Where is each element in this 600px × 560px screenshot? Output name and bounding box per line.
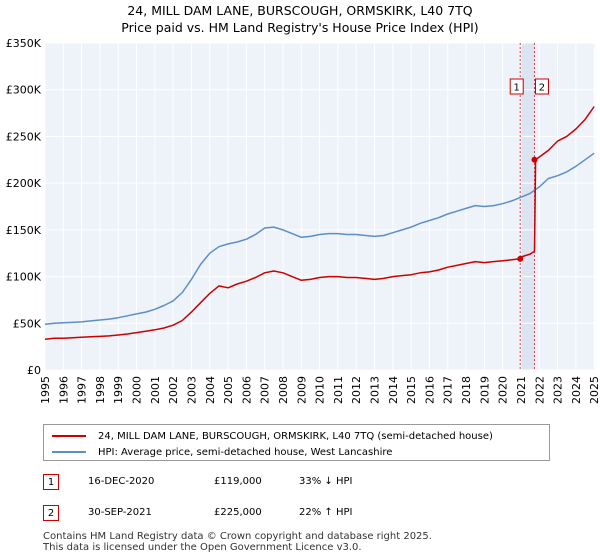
x-tick-label: 1998: [94, 376, 107, 404]
x-tick-label: 2003: [185, 376, 198, 404]
transaction-price: £225,000: [214, 507, 262, 518]
price-chart: £0 £50K £100K £150K £200K £250K £300K £350K 1995…: [6, 37, 600, 404]
transaction-hpi-diff: 22% ↑ HPI: [299, 507, 353, 518]
y-tick-label: £0: [27, 364, 41, 377]
legend-swatch-property: [52, 435, 86, 437]
sale-period-shade: [520, 43, 535, 370]
legend-label-hpi: HPI: Average price, semi-detached house,…: [98, 446, 393, 458]
x-tick-label: 2007: [259, 376, 272, 404]
legend-swatch-hpi: [52, 451, 86, 453]
x-tick-label: 2015: [405, 376, 418, 404]
y-tick-label: £350K: [6, 37, 42, 50]
x-tick-label: 2006: [240, 376, 253, 404]
x-tick-label: 2012: [350, 376, 363, 404]
x-tick-label: 2009: [295, 376, 308, 404]
x-tick-label: 2002: [167, 376, 180, 404]
chart-title-block: 24, MILL DAM LANE, BURSCOUGH, ORMSKIRK, …: [0, 2, 600, 36]
sale-point: [531, 156, 538, 163]
chart-subtitle: Price paid vs. HM Land Registry's House …: [121, 20, 479, 35]
x-tick-label: 2023: [552, 376, 565, 404]
x-tick-label: 1997: [76, 376, 89, 404]
legend-label-property: 24, MILL DAM LANE, BURSCOUGH, ORMSKIRK, …: [98, 430, 493, 442]
annotation-label: 1: [514, 83, 520, 94]
footer-copyright: Contains HM Land Registry data © Crown c…: [43, 531, 432, 542]
x-tick-label: 2001: [149, 376, 162, 404]
x-tick-label: 2020: [497, 376, 510, 404]
y-tick-label: £250K: [6, 130, 42, 143]
y-tick-label: £150K: [6, 224, 42, 237]
x-tick-label: 1999: [112, 376, 125, 404]
transaction-price: £119,000: [214, 476, 262, 487]
transaction-marker: 2: [43, 505, 59, 521]
x-tick-label: 1995: [39, 376, 52, 404]
y-tick-label: £300K: [6, 84, 42, 97]
legend-item-property: 24, MILL DAM LANE, BURSCOUGH, ORMSKIRK, …: [52, 429, 493, 443]
x-tick-label: 2016: [423, 376, 436, 404]
y-tick-label: £200K: [6, 177, 42, 190]
x-tick-label: 2024: [570, 376, 583, 404]
x-tick-label: 2022: [533, 376, 546, 404]
transaction-row: 2 30-SEP-2021 £225,000 22% ↑ HPI: [43, 505, 443, 523]
annotation-box: [509, 78, 524, 95]
x-tick-label: 2011: [332, 376, 345, 404]
future-shade: [594, 43, 596, 370]
x-tick-label: 2013: [369, 376, 382, 404]
legend: 24, MILL DAM LANE, BURSCOUGH, ORMSKIRK, …: [43, 424, 550, 461]
x-tick-label: 2021: [515, 376, 528, 404]
y-tick-label: £100K: [6, 271, 42, 284]
footer-license: This data is licensed under the Open Gov…: [43, 542, 362, 553]
sale-point: [517, 255, 524, 262]
hpi-series-line: [44, 152, 595, 325]
x-tick-label: 2010: [314, 376, 327, 404]
y-tick-label: £50K: [13, 317, 42, 330]
x-tick-label: 2014: [387, 376, 400, 404]
transaction-row: 1 16-DEC-2020 £119,000 33% ↓ HPI: [43, 474, 443, 492]
x-tick-label: 2017: [442, 376, 455, 404]
x-tick-label: 2004: [204, 376, 217, 404]
x-tick-label: 2000: [131, 376, 144, 404]
x-tick-label: 1996: [57, 376, 70, 404]
x-tick-label: 2019: [478, 376, 491, 404]
annotation-label: 2: [539, 83, 545, 94]
x-tick-label: 2018: [460, 376, 473, 404]
transaction-date: 16-DEC-2020: [88, 476, 155, 487]
transaction-marker: 1: [43, 474, 59, 490]
x-tick-label: 2005: [222, 376, 235, 404]
footer: Contains HM Land Registry data © Crown c…: [43, 531, 432, 553]
annotation-box: [534, 78, 549, 95]
legend-item-hpi: HPI: Average price, semi-detached house,…: [52, 445, 392, 459]
x-tick-label: 2025: [588, 376, 600, 404]
transaction-date: 30-SEP-2021: [88, 507, 152, 518]
x-tick-label: 2008: [277, 376, 290, 404]
transaction-hpi-diff: 33% ↓ HPI: [299, 476, 353, 487]
chart-title: 24, MILL DAM LANE, BURSCOUGH, ORMSKIRK, …: [127, 3, 473, 18]
